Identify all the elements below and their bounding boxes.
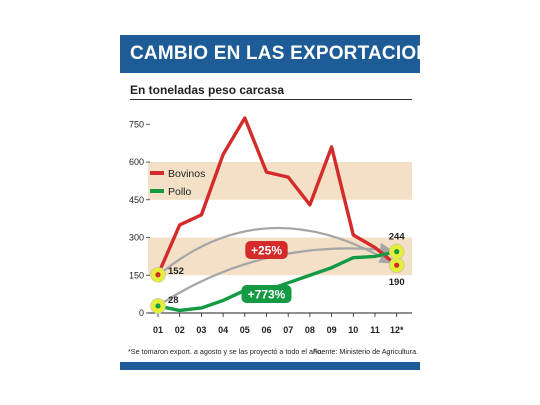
point-label: 28: [168, 295, 179, 306]
endpoint-dot: [155, 303, 161, 309]
x-tick-label: 01: [153, 325, 163, 335]
title-bar: CAMBIO EN LAS EXPORTACIONES: [120, 35, 456, 73]
x-tick-label: 09: [327, 325, 337, 335]
change-annotations: +25% +773%: [241, 241, 292, 303]
y-tick-label: 600: [129, 157, 144, 167]
x-tick-label: 06: [261, 325, 271, 335]
y-tick-label: 150: [129, 270, 144, 280]
x-tick-label: 10: [348, 325, 358, 335]
legend-label: Pollo: [168, 186, 192, 198]
footnote: *Se tomaron export. a agosto y se las pr…: [128, 347, 323, 356]
series-lines: [156, 116, 399, 313]
top-pad: [148, 118, 412, 125]
legend: Bovinos Pollo: [150, 168, 205, 198]
infographic: CAMBIO EN LAS EXPORTACIONES En toneladas…: [120, 35, 456, 370]
point-label: 190: [389, 277, 405, 288]
bovinos-trend-arrow: [163, 226, 393, 272]
y-tick-label: 300: [129, 233, 144, 243]
point-label: 152: [168, 266, 184, 277]
source-note: Fuente: Ministerio de Agricultura.: [313, 347, 419, 356]
x-tick-label: 04: [218, 325, 228, 335]
point-label: 244: [389, 232, 406, 243]
annotation-badge: [241, 285, 292, 303]
endpoint-dot: [394, 249, 400, 255]
annotation-text: +773%: [248, 288, 286, 302]
x-tick-label: 02: [175, 325, 185, 335]
chart-title: CAMBIO EN LAS EXPORTACIONES: [130, 43, 456, 64]
x-tick-label: 03: [196, 325, 206, 335]
series-line-bovinos: [156, 116, 399, 277]
x-tick-label: 11: [370, 325, 380, 335]
x-tick-label: 12*: [390, 325, 404, 335]
y-tick-label: 450: [129, 195, 144, 205]
bottom-bar: [120, 362, 420, 370]
y-tick-label: 750: [129, 119, 144, 129]
tick-labels: 0 150 300 450 600 750 01 02 03 04 05 06 07 08 09 10 11 12…: [129, 119, 405, 335]
legend-label: Bovinos: [168, 168, 205, 180]
x-tick-label: 08: [305, 325, 315, 335]
endpoint-markers: [150, 243, 405, 314]
endpoint-dot: [394, 262, 400, 268]
x-tick-label: 05: [240, 325, 250, 335]
annotation-badge: [245, 241, 288, 259]
chart-subtitle: En toneladas peso carcasa: [130, 83, 285, 97]
band-450-600: [148, 162, 412, 200]
subtitle-rule: [130, 99, 412, 100]
endpoint-dot: [155, 272, 161, 278]
annotation-text: +25%: [251, 244, 282, 258]
y-tick-label: 0: [139, 308, 144, 318]
x-tick-label: 07: [283, 325, 293, 335]
